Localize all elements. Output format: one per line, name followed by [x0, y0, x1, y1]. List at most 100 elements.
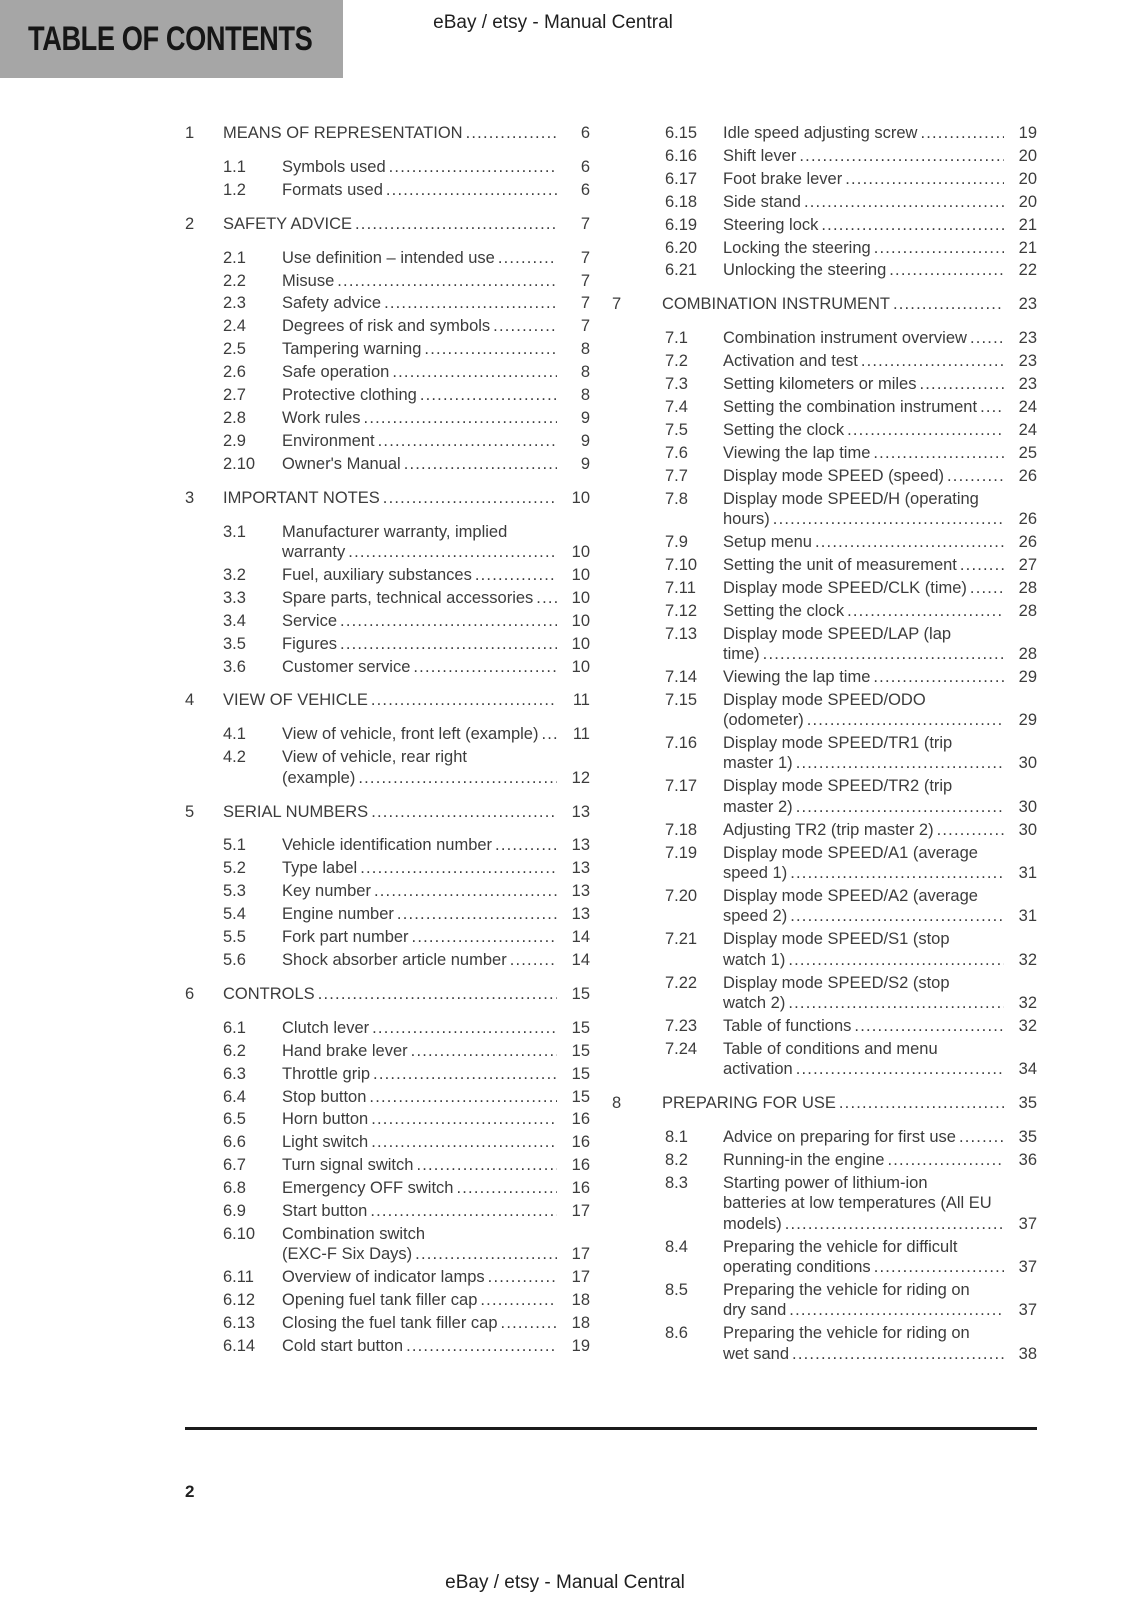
toc-entry[interactable]: 5.3 Key number...........................… [185, 881, 590, 901]
toc-entry[interactable]: 6.18 Side stand..........................… [612, 192, 1037, 212]
toc-entry-page: 7 [580, 317, 590, 336]
toc-entry[interactable]: 5.2 Type label...........................… [185, 858, 590, 878]
toc-entry[interactable]: 6.12 Opening fuel tank filler cap........… [185, 1290, 590, 1310]
toc-entry[interactable]: 6.13 Closing the fuel tank filler cap....… [185, 1313, 590, 1333]
toc-entry[interactable]: 2.6 Safe operation.......................… [185, 362, 590, 382]
toc-entry[interactable]: 2.3 Safety advice........................… [185, 293, 590, 313]
toc-entry[interactable]: 7.15 Display mode SPEED/ODO (odometer)....… [612, 690, 1037, 731]
toc-entry[interactable]: 2.1 Use definition – intended use........… [185, 248, 590, 268]
toc-entry[interactable]: 2 SAFETY ADVICE..........................… [185, 214, 590, 234]
toc-entry[interactable]: 8.4 Preparing the vehicle for difficult op… [612, 1237, 1037, 1278]
toc-entry-number: 2.3 [223, 294, 246, 313]
toc-entry[interactable]: 7.2 Activation and test..................… [612, 351, 1037, 371]
toc-entry[interactable]: 5.4 Engine number........................… [185, 904, 590, 924]
toc-entry[interactable]: 2.4 Degrees of risk and symbols..........… [185, 316, 590, 336]
toc-entry[interactable]: 6.11 Overview of indicator lamps.........… [185, 1267, 590, 1287]
toc-entry[interactable]: 4 VIEW OF VEHICLE........................… [185, 690, 590, 710]
toc-entry[interactable]: 6.21 Unlocking the steering..............… [612, 260, 1037, 280]
toc-entry-page: 14 [571, 928, 590, 947]
toc-entry[interactable]: 7.1 Combination instrument overview......… [612, 328, 1037, 348]
toc-entry[interactable]: 6.7 Turn signal switch...................… [185, 1155, 590, 1175]
toc-entry[interactable]: 5.5 Fork part number.....................… [185, 927, 590, 947]
toc-entry[interactable]: 6.17 Foot brake lever....................… [612, 169, 1037, 189]
toc-entry[interactable]: 8.1 Advice on preparing for first use....… [612, 1127, 1037, 1147]
toc-entry[interactable]: 1 MEANS OF REPRESENTATION................… [185, 123, 590, 143]
toc-entry[interactable]: 7.16 Display mode SPEED/TR1 (trip master 1… [612, 733, 1037, 774]
toc-entry[interactable]: 7.20 Display mode SPEED/A2 (average speed … [612, 886, 1037, 927]
toc-entry[interactable]: 7.10 Setting the unit of measurement.....… [612, 555, 1037, 575]
toc-entry-title: Setup menu [723, 532, 812, 551]
toc-entry-title: Locking the steering [723, 238, 871, 257]
toc-entry[interactable]: 3.4 Service..............................… [185, 611, 590, 631]
toc-entry[interactable]: 1.2 Formats used.........................… [185, 180, 590, 200]
toc-entry[interactable]: 4.2 View of vehicle, rear right (example).… [185, 747, 590, 788]
toc-entry[interactable]: 3 IMPORTANT NOTES........................… [185, 488, 590, 508]
toc-entry-number: 7.12 [665, 601, 698, 620]
toc-entry[interactable]: 7.11 Display mode SPEED/CLK (time).......… [612, 578, 1037, 598]
toc-entry[interactable]: 8 PREPARING FOR USE......................… [612, 1093, 1037, 1113]
dot-leader: ........................................… [772, 510, 1004, 528]
toc-entry[interactable]: 6.1 Clutch lever.........................… [185, 1018, 590, 1038]
toc-entry[interactable]: 6.4 Stop button..........................… [185, 1087, 590, 1107]
toc-entry[interactable]: 5.1 Vehicle identification number........… [185, 835, 590, 855]
toc-entry[interactable]: 7.22 Display mode SPEED/S2 (stop watch 2).… [612, 973, 1037, 1014]
toc-entry[interactable]: 7.3 Setting kilometers or miles..........… [612, 374, 1037, 394]
page-number: 2 [185, 1482, 195, 1501]
toc-entry[interactable]: 7.5 Setting the clock....................… [612, 420, 1037, 440]
toc-entry[interactable]: 2.5 Tampering warning....................… [185, 339, 590, 359]
toc-entry[interactable]: 4.1 View of vehicle, front left (example)… [185, 724, 590, 744]
toc-entry[interactable]: 6.3 Throttle grip........................… [185, 1064, 590, 1084]
toc-entry[interactable]: 6.15 Idle speed adjusting screw..........… [612, 123, 1037, 143]
toc-entry[interactable]: 7.17 Display mode SPEED/TR2 (trip master 2… [612, 776, 1037, 817]
toc-entry[interactable]: 8.2 Running-in the engine................… [612, 1150, 1037, 1170]
toc-entry[interactable]: 7.23 Table of functions..................… [612, 1016, 1037, 1036]
toc-entry[interactable]: 6.5 Horn button..........................… [185, 1109, 590, 1129]
toc-entry[interactable]: 6.14 Cold start button...................… [185, 1336, 590, 1356]
toc-entry[interactable]: 7.9 Setup menu...........................… [612, 532, 1037, 552]
toc-entry[interactable]: 7 COMBINATION INSTRUMENT.................… [612, 294, 1037, 314]
toc-entry[interactable]: 3.1 Manufacturer warranty, implied warrant… [185, 522, 590, 563]
toc-entry[interactable]: 7.14 Viewing the lap time................… [612, 667, 1037, 687]
toc-entry[interactable]: 6.2 Hand brake lever.....................… [185, 1041, 590, 1061]
toc-entry[interactable]: 6.20 Locking the steering................… [612, 238, 1037, 258]
toc-entry[interactable]: 8.6 Preparing the vehicle for riding on we… [612, 1323, 1037, 1364]
toc-entry[interactable]: 7.12 Setting the clock...................… [612, 601, 1037, 621]
toc-entry[interactable]: 5 SERIAL NUMBERS.........................… [185, 802, 590, 822]
toc-entry[interactable]: 7.6 Viewing the lap time.................… [612, 443, 1037, 463]
toc-entry[interactable]: 6.6 Light switch.........................… [185, 1132, 590, 1152]
toc-entry-page: 31 [1018, 864, 1037, 882]
toc-entry[interactable]: 6.10 Combination switch (EXC-F Six Days)..… [185, 1224, 590, 1265]
toc-entry[interactable]: 7.19 Display mode SPEED/A1 (average speed … [612, 843, 1037, 884]
dot-leader: ........................................… [371, 1110, 557, 1129]
toc-entry[interactable]: 7.24 Table of conditions and menu activati… [612, 1039, 1037, 1080]
toc-entry[interactable]: 6 CONTROLS...............................… [185, 984, 590, 1004]
toc-entry[interactable]: 7.4 Setting the combination instrument...… [612, 397, 1037, 417]
toc-entry-page: 13 [571, 802, 590, 821]
toc-entry[interactable]: 2.8 Work rules...........................… [185, 408, 590, 428]
toc-entry[interactable]: 3.6 Customer service.....................… [185, 657, 590, 677]
toc-entry-page: 26 [1018, 532, 1037, 551]
toc-entry[interactable]: 7.7 Display mode SPEED (speed)...........… [612, 466, 1037, 486]
toc-entry[interactable]: 6.8 Emergency OFF switch.................… [185, 1178, 590, 1198]
toc-entry[interactable]: 7.18 Adjusting TR2 (trip master 2).......… [612, 820, 1037, 840]
dot-leader: ........................................… [493, 317, 557, 336]
toc-entry[interactable]: 8.3 Starting power of lithium-ion batterie… [612, 1173, 1037, 1234]
toc-entry[interactable]: 7.21 Display mode SPEED/S1 (stop watch 1).… [612, 929, 1037, 970]
toc-entry[interactable]: 6.19 Steering lock.......................… [612, 215, 1037, 235]
toc-entry[interactable]: 5.6 Shock absorber article number........… [185, 950, 590, 970]
toc-entry[interactable]: 1.1 Symbols used.........................… [185, 157, 590, 177]
dot-leader: ........................................… [317, 984, 557, 1003]
toc-entry[interactable]: 2.7 Protective clothing..................… [185, 385, 590, 405]
toc-entry[interactable]: 7.13 Display mode SPEED/LAP (lap time)....… [612, 624, 1037, 665]
toc-entry[interactable]: 3.3 Spare parts, technical accessories...… [185, 588, 590, 608]
toc-entry[interactable]: 8.5 Preparing the vehicle for riding on dr… [612, 1280, 1037, 1321]
toc-entry[interactable]: 3.5 Figures..............................… [185, 634, 590, 654]
toc-entry[interactable]: 6.16 Shift lever.........................… [612, 146, 1037, 166]
toc-entry[interactable]: 2.2 Misuse...............................… [185, 271, 590, 291]
toc-entry[interactable]: 2.9 Environment..........................… [185, 431, 590, 451]
toc-entry[interactable]: 7.8 Display mode SPEED/H (operating hours)… [612, 489, 1037, 530]
toc-entry-title: Manufacturer warranty, implied [282, 522, 508, 541]
toc-entry[interactable]: 3.2 Fuel, auxiliary substances...........… [185, 565, 590, 585]
toc-entry[interactable]: 6.9 Start button.........................… [185, 1201, 590, 1221]
toc-entry[interactable]: 2.10 Owner's Manual......................… [185, 454, 590, 474]
